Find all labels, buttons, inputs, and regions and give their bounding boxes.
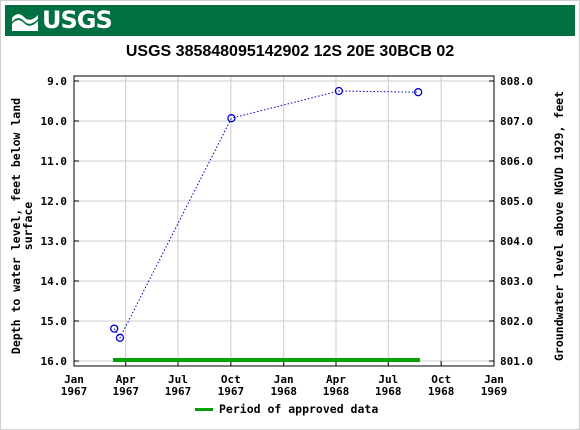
data-series [110, 86, 423, 342]
x-tick-label-year: 1968 [323, 385, 350, 398]
x-tick-label-year: 1967 [112, 385, 139, 398]
x-tick-label-year: 1967 [61, 385, 88, 398]
x-tick-label-month: Jul [378, 373, 398, 386]
x-tick-label-year: 1968 [270, 385, 297, 398]
y-left-tick-label: 10.0 [41, 115, 68, 128]
y-right-tick-label: 807.0 [500, 115, 533, 128]
x-tick-label-month: Jan [484, 373, 504, 386]
data-point [334, 86, 344, 96]
y-left-tick-label: 14.0 [41, 275, 68, 288]
y-left-tick-label: 13.0 [41, 235, 68, 248]
x-tick-label-year: 1968 [375, 385, 402, 398]
data-point [110, 324, 119, 333]
x-tick-label-month: Oct [221, 373, 241, 386]
y-right-tick-label: 808.0 [500, 75, 533, 88]
data-point [227, 114, 236, 123]
legend: Period of approved data [195, 402, 378, 416]
right-axis-label: Groundwater level above NGVD 1929, feet [552, 91, 566, 361]
y-right-tick-label: 806.0 [500, 155, 533, 168]
y-right-tick-label: 804.0 [500, 235, 533, 248]
x-tick-label-year: 1968 [428, 385, 455, 398]
usgs-logo[interactable]: USGS [11, 6, 113, 34]
usgs-header-banner: USGS [5, 5, 575, 36]
y-right-tick-label: 803.0 [500, 275, 533, 288]
left-axis-label-line1: Depth to water level, feet below land [9, 98, 23, 354]
y-right-tick-label: 802.0 [500, 315, 533, 328]
left-axis-label-line2: surface [21, 202, 35, 251]
data-point [115, 333, 125, 342]
y-right-tick-label: 805.0 [500, 195, 533, 208]
x-tick-label-month: Jan [64, 373, 84, 386]
y-left-tick-label: 9.0 [47, 75, 67, 88]
left-axis: 9.0 10.0 11.0 12.0 13.0 14.0 15.0 16.0 [41, 75, 79, 368]
y-left-tick-label: 12.0 [41, 195, 68, 208]
data-point [414, 88, 423, 97]
x-tick-label-month: Apr [326, 373, 346, 386]
x-tick-label-month: Jul [168, 373, 188, 386]
y-left-tick-label: 11.0 [41, 155, 68, 168]
x-tick-label-month: Oct [431, 373, 451, 386]
chart-title: USGS 385848095142902 12S 20E 30BCB 02 [125, 43, 455, 60]
legend-swatch [195, 407, 213, 411]
x-tick-label-month: Jan [274, 373, 294, 386]
x-tick-label-year: 1967 [218, 385, 245, 398]
x-tick-label-year: 1967 [165, 385, 192, 398]
y-right-tick-label: 801.0 [500, 355, 533, 368]
y-left-tick-label: 15.0 [41, 315, 68, 328]
x-tick-label-month: Apr [116, 373, 136, 386]
usgs-logo-text: USGS [42, 6, 113, 34]
x-axis: Jan1967Apr1967Jul1967Oct1967Jan1968Apr19… [61, 361, 508, 398]
x-tick-label-year: 1969 [481, 385, 508, 398]
usgs-wave-icon [12, 13, 38, 31]
y-left-tick-label: 16.0 [41, 355, 68, 368]
right-axis: 808.0 807.0 806.0 805.0 804.0 803.0 802.0 801.0 [489, 75, 533, 368]
legend-label: Period of approved data [219, 402, 379, 416]
